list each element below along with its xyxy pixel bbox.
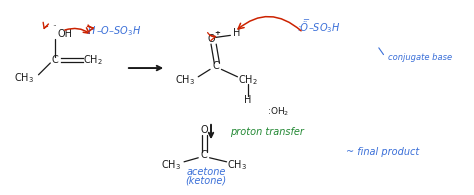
Text: +: +	[214, 30, 220, 36]
Text: OH: OH	[57, 29, 73, 39]
Text: CH$_3$: CH$_3$	[175, 73, 195, 87]
Text: CH$_3$: CH$_3$	[227, 158, 247, 172]
Text: conjugate base: conjugate base	[388, 53, 452, 62]
Text: acetone: acetone	[187, 168, 226, 177]
Text: (ketone): (ketone)	[186, 176, 227, 186]
Text: C: C	[212, 61, 219, 71]
Text: H: H	[88, 26, 95, 36]
Text: :OH$_2$: :OH$_2$	[267, 105, 290, 118]
Text: ··: ··	[52, 22, 56, 31]
Text: H: H	[233, 28, 241, 38]
Text: –SO$_3$H: –SO$_3$H	[309, 21, 341, 35]
Text: CH$_2$: CH$_2$	[238, 73, 258, 87]
Text: −: −	[302, 16, 309, 25]
Text: proton transfer: proton transfer	[230, 127, 304, 137]
Text: C: C	[201, 150, 207, 160]
Text: O: O	[200, 125, 208, 135]
Text: ~ final product: ~ final product	[346, 147, 419, 157]
Text: CH$_3$: CH$_3$	[161, 158, 181, 172]
Text: CH$_2$: CH$_2$	[83, 53, 103, 66]
Text: C: C	[52, 55, 58, 65]
Text: :Ö: :Ö	[297, 23, 308, 33]
Text: H: H	[244, 95, 252, 105]
Text: –O–SO$_3$H: –O–SO$_3$H	[96, 24, 141, 38]
Text: CH$_3$: CH$_3$	[14, 71, 34, 85]
Text: O: O	[207, 34, 215, 44]
